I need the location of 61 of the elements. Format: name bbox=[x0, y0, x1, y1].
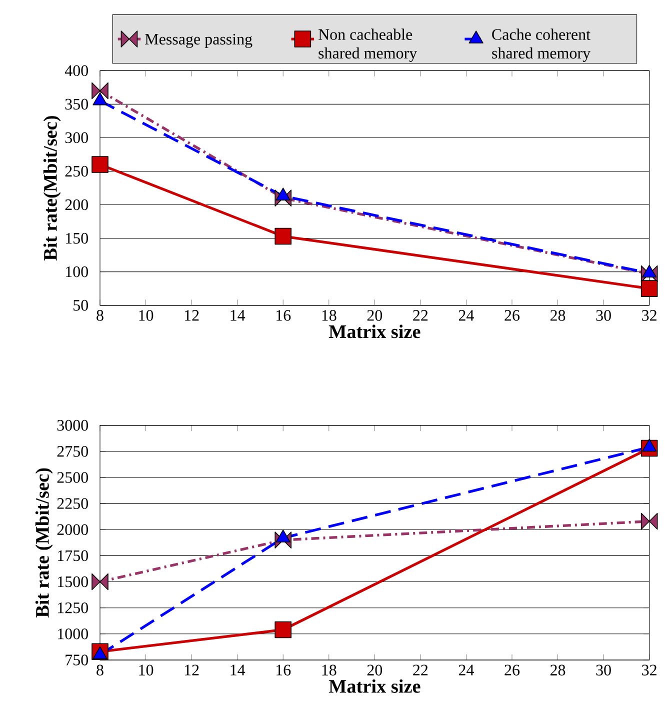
y-tick-label: 1000 bbox=[58, 628, 88, 640]
x-tick-label: 22 bbox=[412, 310, 428, 321]
y-tick-label: 200 bbox=[65, 199, 88, 210]
x-tick-label: 16 bbox=[276, 310, 290, 321]
x-tick-label: 32 bbox=[642, 664, 656, 676]
point bbox=[91, 156, 108, 173]
point bbox=[91, 573, 108, 590]
x-tick-label: 32 bbox=[642, 310, 656, 321]
x-tick-label: 26 bbox=[504, 664, 520, 676]
x-tick-label: 18 bbox=[322, 310, 336, 321]
legend-label: Cache coherent shared memory bbox=[492, 28, 590, 62]
x-tick-label: 14 bbox=[230, 310, 245, 321]
y-tick-label: 1500 bbox=[58, 576, 88, 588]
y-tick-label: 2250 bbox=[57, 498, 88, 509]
legend-label: Message passing bbox=[144, 34, 252, 48]
x-axis-title: Matrix size bbox=[328, 679, 420, 693]
x-tick-label: 12 bbox=[184, 310, 199, 321]
x-axis-title: Matrix size bbox=[328, 324, 420, 338]
y-tick-label: 1750 bbox=[58, 550, 88, 562]
point bbox=[91, 82, 108, 100]
x-tick-label: 28 bbox=[550, 310, 565, 321]
x-tick-label: 18 bbox=[322, 664, 336, 676]
y-tick-label: 2500 bbox=[57, 472, 88, 483]
x-tick-label: 26 bbox=[504, 310, 520, 321]
point bbox=[640, 265, 658, 282]
x-tick-label: 8 bbox=[96, 310, 104, 321]
x-tick-label: 30 bbox=[596, 664, 611, 676]
x-tick-label: 24 bbox=[458, 310, 474, 321]
x-tick-label: 10 bbox=[139, 664, 153, 676]
y-tick-label: 100 bbox=[66, 266, 88, 278]
y-tick-label: 150 bbox=[66, 232, 88, 244]
x-tick-label: 14 bbox=[230, 664, 245, 676]
y-tick-label: 400 bbox=[64, 65, 88, 76]
point bbox=[274, 190, 292, 206]
y-tick-label: 300 bbox=[65, 132, 88, 144]
legend-label: Non cacheable shared memory bbox=[318, 28, 417, 62]
x-tick-label: 8 bbox=[96, 664, 104, 676]
x-tick-label: 22 bbox=[412, 664, 428, 676]
x-tick-label: 16 bbox=[276, 664, 290, 676]
x-tick-label: 12 bbox=[184, 664, 199, 676]
y-tick-label: 350 bbox=[65, 98, 88, 110]
y-tick-label: 3000 bbox=[57, 420, 88, 431]
x-tick-label: 10 bbox=[139, 310, 153, 321]
y-tick-label: 250 bbox=[65, 166, 88, 177]
y-axis-title: Bit rate(Mbit/sec) bbox=[43, 116, 61, 260]
point bbox=[274, 228, 292, 245]
x-tick-label: 30 bbox=[596, 310, 611, 321]
point bbox=[640, 512, 658, 530]
y-tick-label: 750 bbox=[66, 654, 88, 666]
x-tick-label: 28 bbox=[550, 664, 565, 676]
point bbox=[274, 621, 292, 638]
y-tick-label: 2750 bbox=[57, 446, 88, 457]
y-axis-title: Bit rate (Mbit/sec) bbox=[35, 468, 53, 618]
x-tick-label: 20 bbox=[367, 310, 382, 321]
y-tick-label: 50 bbox=[73, 300, 88, 311]
point bbox=[274, 532, 292, 548]
y-tick-label: 2000 bbox=[57, 524, 88, 536]
y-tick-label: 1250 bbox=[58, 602, 88, 614]
point bbox=[640, 280, 658, 297]
x-tick-label: 24 bbox=[458, 664, 474, 676]
x-tick-label: 20 bbox=[367, 664, 382, 676]
